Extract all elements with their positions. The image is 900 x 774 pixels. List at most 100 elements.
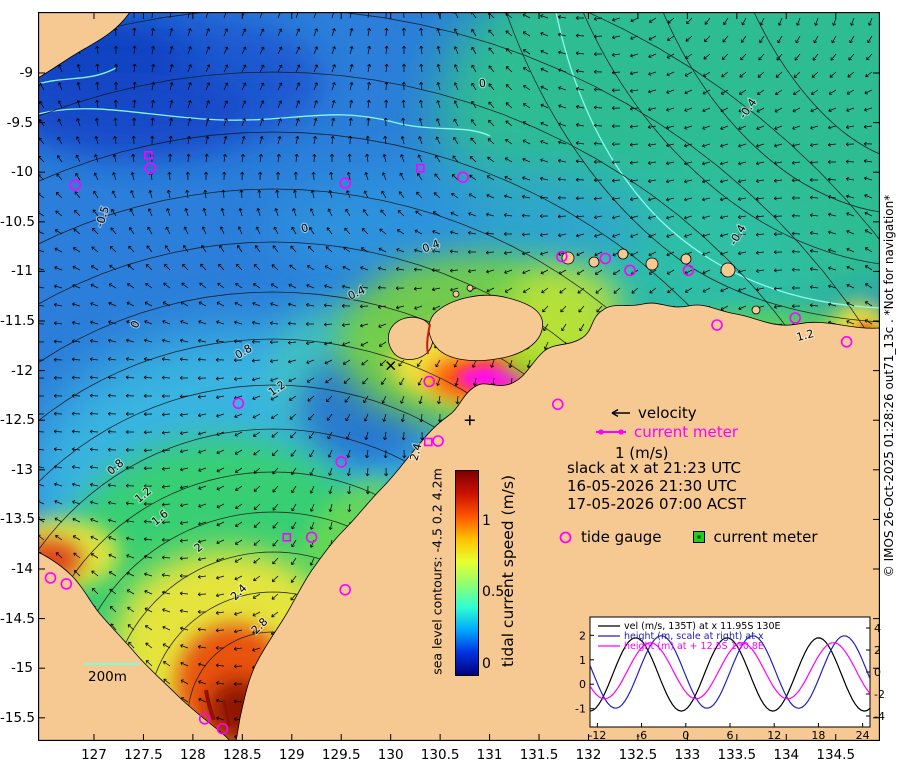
current-meter-legend-row: current meter: [594, 423, 738, 441]
lon-tick-label: 127.5: [124, 747, 163, 763]
velocity-arrow-icon: [611, 408, 630, 418]
contour-label: 1.2: [795, 327, 815, 344]
tide-gauge-marker: [144, 162, 157, 174]
tide-gauge-marker: [682, 264, 695, 277]
lat-tick-label: -11.5: [0, 313, 35, 329]
velocity-legend-row: velocity: [606, 404, 697, 422]
lat-tick-label: -14: [10, 561, 33, 577]
lon-tick-label: 131: [476, 747, 503, 763]
land-west-gulf: [38, 551, 231, 741]
tide-gauge-marker: [423, 375, 436, 388]
inset-series-line: [590, 635, 870, 709]
tide-gauge-marker: [599, 252, 612, 265]
current-meter-marker: [144, 151, 153, 160]
lat-tick-label: -9.5: [6, 114, 33, 131]
lat-tick-label: -13.5: [0, 511, 35, 528]
tide-gauge-marker: [789, 312, 802, 324]
map-canvas: -0.50000.40.40.81.2-0.4-0.41.20.81.21.62…: [38, 12, 880, 741]
scalebar-line: [84, 663, 140, 665]
current-meter-square-icon: [692, 531, 705, 543]
contour-label: 2.4: [407, 442, 424, 462]
local-time-label: 17-05-2026 07:00 ACST: [567, 495, 747, 513]
tide-gauge-marker: [432, 435, 444, 447]
station-markers: [44, 151, 853, 735]
inset-right-tick-label: -4: [874, 710, 885, 723]
tide-gauge-marker: [69, 179, 82, 191]
gulf-inlet-2: [222, 699, 231, 727]
inset-right-tick-label: 4: [874, 622, 881, 635]
tide-gauge-marker: [216, 722, 229, 735]
tide-gauge-marker: [624, 264, 636, 277]
colorbar-title: tidal current speed (m/s): [499, 474, 517, 668]
lon-tick-label: 127: [81, 747, 107, 763]
lon-tick-label: 129: [278, 747, 305, 763]
lat-tick-label: -11: [10, 263, 33, 280]
tide-gauge-icon: [559, 531, 572, 543]
lat-tick-label: -9: [19, 65, 33, 81]
inset-series-line: [590, 637, 870, 712]
inset-x-tick-label: 24: [856, 729, 870, 742]
colorbar-tick-label: 0.5: [482, 584, 505, 601]
station-legend-row: tide gauge current meter: [558, 528, 818, 546]
inset-frame: [589, 616, 871, 728]
lon-tick-label: 129.5: [321, 747, 361, 763]
inset-series-line: [590, 642, 870, 700]
lat-tick-label: -13: [10, 461, 33, 478]
lat-tick-label: -14.5: [0, 610, 35, 627]
velocity-scale-label: 1 (m/s): [615, 444, 669, 462]
island-melville: [428, 294, 544, 362]
current-meter-line-icon: [596, 429, 626, 435]
tide-gauge-marker: [335, 456, 348, 468]
colorbar-tick-label: 1: [482, 512, 491, 529]
isobath-lines: [38, 12, 880, 309]
inset-x-tick-label: 0: [682, 729, 689, 742]
inset-x-tick-label: -12: [588, 729, 606, 742]
current-meter-marker: [423, 437, 433, 447]
tide-gauge-marker: [555, 250, 568, 263]
lon-tick-label: 128: [179, 747, 206, 763]
contour-label: 0: [478, 77, 486, 91]
inset-legend-label: vel (m/s, 135T) at x 11.95S 130E: [624, 621, 781, 632]
axis-tick-marks: [38, 12, 880, 741]
colorbar-tick-label: 0: [482, 655, 491, 672]
inset-left-tick-label: 2: [579, 629, 586, 642]
map-layers: -0.50000.40.40.81.2-0.4-0.41.20.81.21.62…: [38, 12, 880, 741]
lat-tick-label: -10: [10, 164, 33, 181]
tide-gauge-marker: [232, 397, 245, 410]
tide-gauge-marker: [198, 712, 211, 725]
tide-gauge-marker: [305, 531, 318, 544]
lon-tick-label: 130.5: [420, 747, 460, 763]
copyright-label: © IMOS 26-Oct-2025 01:28:26 out71_13c . …: [882, 194, 896, 578]
tide-gauge-marker: [551, 398, 564, 411]
lat-tick-label: -15: [10, 660, 33, 677]
inset-x-tick-label: 6: [727, 729, 734, 742]
inset-right-tick-label: -2: [874, 688, 885, 701]
inset-right-tick-label: 2: [874, 644, 881, 657]
inset-x-tick-label: -6: [636, 729, 647, 742]
plus-marker: [464, 415, 475, 426]
tide-gauge-legend-label: tide gauge: [581, 528, 662, 546]
lon-tick-label: 130: [377, 747, 404, 763]
lat-tick-label: -12.5: [0, 412, 35, 429]
slack-time-label: slack at x at 21:23 UTC: [567, 459, 741, 477]
inset-legend-label: height (m, scale at right) at x: [624, 631, 764, 642]
tide-gauge-marker: [457, 171, 469, 183]
current-meter-marker: [282, 532, 292, 542]
slack-x-marker: [386, 361, 396, 371]
current-meter-marker: [415, 163, 425, 173]
inset-left-tick-label: -1: [575, 703, 586, 716]
apsley-strait: [426, 323, 431, 355]
inset-legend-label: height (m) at + 12.5S 130.8E: [624, 641, 764, 652]
tide-gauge-marker: [339, 177, 352, 189]
colorbar-contours-label: sea level contours: -4.5 0.2 4.2m: [429, 468, 445, 675]
tide-gauge-marker: [44, 572, 57, 584]
inset-timeseries-chart: -12 -6 0 6 12 18 24 2 1 0 -1 4 2 0 -2 -4 vel (m/s, 135T)…: [575, 616, 885, 742]
tide-gauge-marker: [60, 578, 73, 590]
inset-x-tick-label: 12: [767, 729, 781, 742]
current-meter-square-legend-label: current meter: [713, 528, 818, 546]
lon-tick-label: 128.5: [222, 747, 262, 763]
land-timor: [38, 12, 131, 79]
tide-gauge-marker: [840, 335, 853, 348]
inset-x-tick-label: 18: [811, 729, 825, 742]
